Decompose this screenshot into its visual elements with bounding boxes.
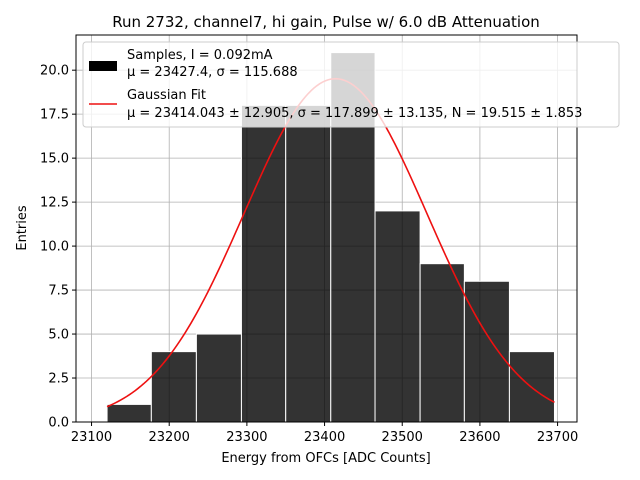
x-axis-label: Energy from OFCs [ADC Counts] (221, 451, 430, 466)
histogram-bar-7 (374, 210, 421, 423)
x-axis-ticks: 23100 23200 23300 23400 23500 23600 23700 (71, 422, 578, 445)
y-tick-label: 2.5 (48, 372, 69, 387)
histogram-bar-8 (419, 263, 465, 423)
x-tick-label: 23400 (304, 430, 345, 445)
legend-box (82, 41, 620, 128)
histogram-bar-9 (463, 280, 510, 423)
histogram-bars (106, 52, 555, 423)
x-tick-label: 23200 (149, 430, 190, 445)
y-axis-ticks: 0.0 2.5 5.0 7.5 10.0 12.5 15.0 17.5 20.0 (40, 64, 76, 431)
plot-frame (75, 34, 578, 423)
x-tick-label: 23500 (382, 430, 423, 445)
y-tick-label: 15.0 (40, 152, 69, 167)
legend: Samples, I = 0.092mA μ = 23427.4, σ = 11… (82, 41, 620, 128)
legend-samples-swatch (89, 61, 117, 71)
histogram-bar-5 (285, 104, 332, 423)
y-tick-label: 12.5 (40, 196, 69, 211)
x-tick-label: 23100 (71, 430, 112, 445)
legend-samples-stats: μ = 23427.4, σ = 115.688 (127, 65, 298, 80)
legend-samples-label: Samples, I = 0.092mA (127, 48, 273, 63)
y-tick-label: 10.0 (40, 240, 69, 255)
histogram-bar-3 (195, 333, 242, 423)
legend-fit-stats: μ = 23414.043 ± 12.905, σ = 117.899 ± 13… (127, 106, 582, 121)
x-tick-label: 23300 (226, 430, 267, 445)
x-tick-label: 23600 (459, 430, 500, 445)
y-tick-label: 0.0 (48, 416, 69, 431)
x-tick-label: 23700 (537, 430, 578, 445)
y-tick-label: 17.5 (40, 108, 69, 123)
y-tick-label: 5.0 (48, 328, 69, 343)
y-tick-label: 7.5 (48, 284, 69, 299)
histogram-bar-2 (150, 351, 197, 423)
histogram-bar-1 (106, 403, 152, 423)
histogram-bar-10 (508, 351, 555, 423)
legend-fit-label: Gaussian Fit (127, 88, 206, 103)
y-tick-label: 20.0 (40, 64, 69, 79)
chart-title: Run 2732, channel7, hi gain, Pulse w/ 6.… (112, 13, 540, 31)
histogram-bar-4 (240, 104, 287, 423)
y-axis-label: Entries (15, 205, 30, 251)
